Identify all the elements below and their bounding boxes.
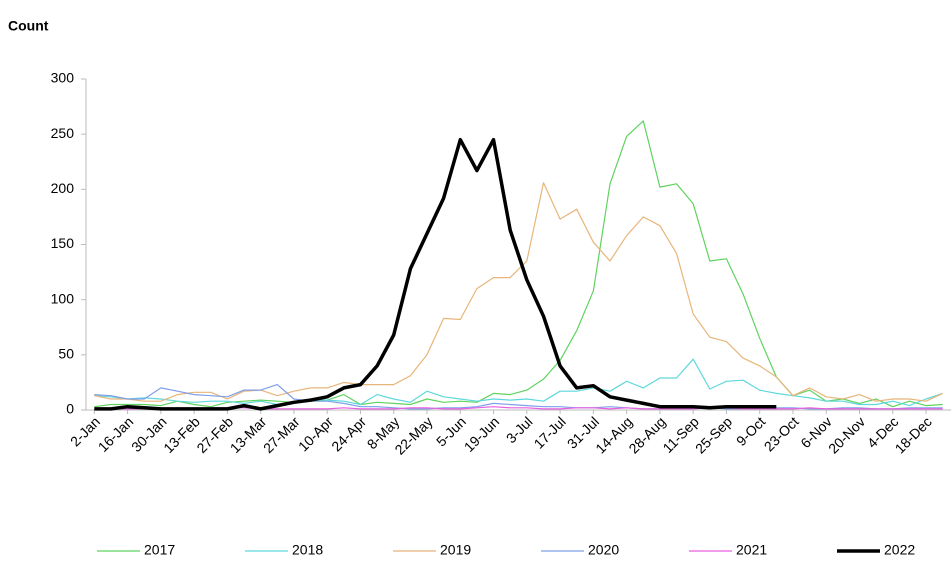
x-tick-label: 20-Nov <box>825 413 868 456</box>
y-tick-label: 200 <box>51 180 75 196</box>
legend-label: 2022 <box>884 542 915 558</box>
x-tick-label: 28-Aug <box>625 413 668 456</box>
y-tick-label: 300 <box>51 70 75 86</box>
series-line <box>94 358 943 407</box>
x-tick-label: 27-Mar <box>260 413 303 456</box>
x-tick-label: 25-Sep <box>692 413 735 456</box>
y-tick-label: 250 <box>51 125 75 141</box>
x-tick-label: 16-Jan <box>95 413 137 455</box>
legend-label: 2020 <box>588 542 619 558</box>
series-line <box>94 120 943 408</box>
x-tick-label: 19-Jun <box>461 413 503 455</box>
x-tick-label: 22-May <box>391 413 435 457</box>
legend-label: 2018 <box>292 542 323 558</box>
series-line <box>94 384 943 410</box>
y-tick-label: 0 <box>66 401 74 417</box>
x-tick-label: 18-Dec <box>892 413 935 456</box>
x-tick-label: 23-Oct <box>761 413 802 454</box>
y-tick-label: 50 <box>58 346 74 362</box>
legend-label: 2021 <box>736 542 767 558</box>
x-tick-label: 24-Apr <box>328 413 369 454</box>
x-tick-label: 17-Jul <box>531 413 569 451</box>
y-tick-label: 100 <box>51 290 75 306</box>
x-tick-label: 10-Apr <box>295 413 336 454</box>
x-tick-label: 13-Feb <box>160 413 203 456</box>
x-tick-label: 13-Mar <box>227 413 270 456</box>
legend-label: 2017 <box>144 542 175 558</box>
legend-label: 2019 <box>440 542 471 558</box>
y-axis-title: Count <box>8 18 49 34</box>
x-tick-label: 27-Feb <box>193 413 236 456</box>
series-line <box>94 182 943 402</box>
y-tick-label: 150 <box>51 235 75 251</box>
series-line <box>94 137 777 411</box>
